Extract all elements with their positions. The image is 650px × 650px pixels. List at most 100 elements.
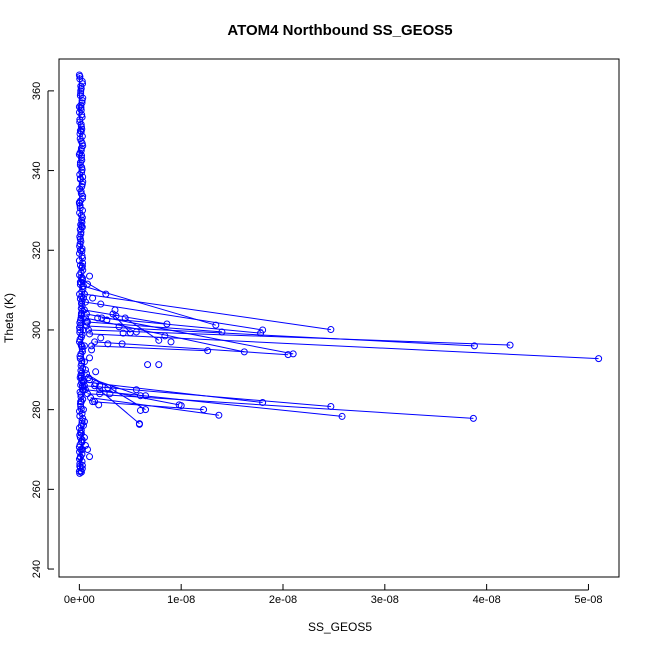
data-point (78, 166, 86, 174)
plot-frame (58, 58, 620, 578)
y-axis: 240 260 280 300 320 340 360 (31, 82, 54, 578)
data-point (92, 368, 100, 376)
x-tick-label: 3e-08 (371, 594, 399, 606)
series-line (94, 341, 289, 356)
data-point (155, 336, 163, 344)
data-point (85, 326, 93, 334)
data-point (76, 460, 84, 468)
y-tick-label: 240 (31, 560, 43, 578)
data-point (135, 420, 143, 428)
x-tick-label: 1e-08 (167, 594, 195, 606)
data-point (76, 116, 84, 124)
data-point (118, 340, 126, 348)
data-point (76, 355, 84, 363)
data-point (76, 75, 84, 83)
data-point (338, 412, 346, 420)
data-point (126, 329, 134, 337)
data-points (75, 71, 603, 477)
x-tick-label: 4e-08 (473, 594, 501, 606)
data-point (136, 406, 144, 414)
data-point (86, 354, 94, 362)
data-point (89, 398, 97, 406)
data-point (89, 294, 97, 302)
series-line (92, 401, 204, 411)
data-point (77, 393, 85, 401)
data-point (240, 348, 248, 356)
data-point (79, 383, 87, 391)
series-line (89, 333, 599, 360)
data-point (86, 453, 94, 461)
data-point (78, 347, 86, 355)
data-point (167, 338, 175, 346)
data-point (96, 382, 104, 390)
series-line (124, 317, 160, 341)
data-point (155, 361, 163, 369)
y-tick-label: 320 (31, 241, 43, 259)
data-point (142, 406, 150, 414)
data-point (77, 104, 85, 112)
data-point (104, 340, 112, 348)
data-point (77, 123, 85, 131)
data-point (78, 438, 86, 446)
data-point (96, 390, 104, 398)
data-point (96, 386, 104, 394)
y-axis-label: Theta (K) (2, 293, 16, 343)
data-point (76, 204, 84, 212)
data-point (132, 386, 140, 394)
chart-title: ATOM4 Northbound SS_GEOS5 (227, 22, 452, 39)
data-point (86, 272, 94, 280)
x-axis: 0e+00 1e-08 2e-08 3e-08 4e-08 5e-08 (64, 584, 603, 606)
data-point (76, 175, 84, 183)
data-point (136, 392, 144, 400)
data-point (77, 89, 85, 97)
data-point (121, 314, 129, 322)
data-point (200, 406, 208, 414)
data-point (76, 161, 84, 169)
y-tick-label: 260 (31, 480, 43, 498)
series-line (84, 385, 331, 407)
data-point (78, 132, 86, 140)
data-point (97, 334, 105, 342)
data-point (78, 419, 86, 427)
data-point (212, 321, 220, 329)
data-point (470, 342, 478, 350)
data-point (177, 402, 185, 410)
data-point (76, 261, 84, 269)
data-point (78, 450, 86, 458)
data-point (106, 390, 114, 398)
data-point (77, 314, 85, 322)
data-point (86, 330, 94, 338)
data-lines (78, 74, 599, 472)
x-tick-label: 0e+00 (64, 594, 95, 606)
series-line (86, 325, 475, 347)
data-point (204, 347, 212, 355)
data-point (284, 351, 292, 359)
data-point (102, 290, 110, 298)
x-tick-label: 2e-08 (269, 594, 297, 606)
x-axis-label: SS_GEOS5 (308, 620, 372, 634)
data-point (78, 111, 86, 119)
data-point (87, 394, 95, 402)
data-point (78, 359, 86, 367)
data-point (327, 402, 335, 410)
series-line (85, 389, 343, 417)
data-point (257, 329, 265, 337)
data-point (76, 290, 84, 298)
data-point (76, 328, 84, 336)
data-point (163, 320, 171, 328)
data-point (79, 178, 87, 186)
data-point (76, 412, 84, 420)
data-point (289, 350, 297, 358)
data-point (92, 380, 100, 388)
data-point (215, 411, 223, 419)
data-point (84, 445, 92, 453)
series-line (84, 293, 331, 331)
data-point (78, 194, 86, 202)
data-point (78, 99, 86, 107)
data-point (77, 147, 85, 155)
data-point (132, 328, 140, 336)
data-point (77, 190, 85, 198)
series-line (87, 393, 474, 419)
data-point (103, 316, 111, 324)
